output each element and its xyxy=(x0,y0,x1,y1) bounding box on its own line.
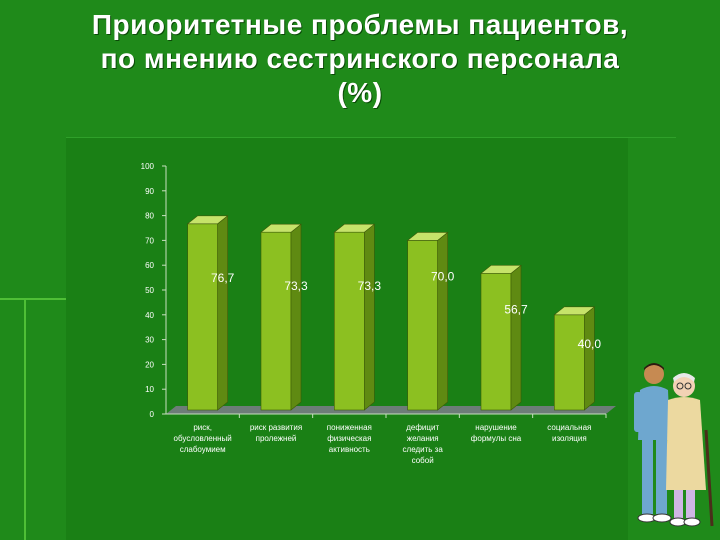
bar-top-2 xyxy=(333,223,376,233)
bar-0 xyxy=(187,223,218,411)
category-label-line: слабоумием xyxy=(180,445,226,454)
category-label-3: дефицит желания следить за собой xyxy=(403,423,444,465)
category-label-line: пролежней xyxy=(256,434,297,443)
bar-side-3 xyxy=(437,231,448,411)
bar-2 xyxy=(334,231,365,411)
category-label-line: нарушение xyxy=(475,423,517,432)
bar-4 xyxy=(480,273,512,411)
slide-title: Приоритетные проблемы пациентов, по мнен… xyxy=(0,8,720,110)
bar-top-3 xyxy=(406,232,449,241)
bar-5 xyxy=(554,314,585,411)
bar-side-4 xyxy=(510,264,522,411)
y-tick-label: 100 xyxy=(141,162,155,171)
y-tick-label: 0 xyxy=(150,410,155,419)
decorative-line-top xyxy=(66,137,676,138)
category-label-line: изоляция xyxy=(552,434,587,443)
bar-top-5 xyxy=(553,306,596,316)
y-tick-label: 50 xyxy=(145,286,154,295)
category-label-1: риск развития пролежней xyxy=(250,423,302,443)
y-tick-label: 70 xyxy=(145,236,154,245)
category-label-line: дефицит xyxy=(406,423,439,432)
category-label-line: физическая xyxy=(327,434,371,443)
title-line-1: Приоритетные проблемы пациентов, xyxy=(91,9,629,40)
bar-side-1 xyxy=(290,223,302,411)
category-label-line: социальная xyxy=(547,423,591,432)
data-label-5: 40,0 xyxy=(578,337,602,351)
bar-3 xyxy=(407,240,438,411)
category-label-line: риск, xyxy=(193,423,212,432)
bar-1 xyxy=(260,231,292,411)
data-label-0: 76,7 xyxy=(211,271,235,285)
title-line-3: (%) xyxy=(337,77,383,108)
y-tick-label: 40 xyxy=(145,311,154,320)
bar-top-0 xyxy=(186,215,229,225)
chart-floor xyxy=(166,406,616,414)
category-label-line: желания xyxy=(407,434,439,443)
bar-top-1 xyxy=(260,223,302,233)
bar-top-4 xyxy=(480,265,522,274)
data-label-3: 70,0 xyxy=(431,269,455,283)
bar-side-0 xyxy=(217,215,228,411)
category-label-line: следить за xyxy=(403,445,444,454)
data-label-4: 56,7 xyxy=(504,302,528,316)
nurse-and-patient-illustration xyxy=(634,363,714,527)
y-tick-label: 80 xyxy=(145,212,154,221)
bar-chart: 0 10 20 30 40 50 60 70 80 90 100 76,7 риск, обусловле… xyxy=(141,162,616,465)
bar-side-2 xyxy=(364,223,375,411)
data-label-1: 73,3 xyxy=(284,279,308,293)
category-label-line: формулы сна xyxy=(471,434,522,443)
title-line-2: по мнению сестринского персонала xyxy=(100,43,620,74)
data-label-2: 73,3 xyxy=(358,279,382,293)
y-tick-label: 60 xyxy=(145,261,154,270)
category-label-line: пониженная xyxy=(327,423,372,432)
category-label-line: собой xyxy=(412,456,434,465)
y-tick-label: 90 xyxy=(145,187,154,196)
y-tick-label: 10 xyxy=(145,385,154,394)
category-label-line: обусловленный xyxy=(174,434,232,443)
category-label-2: пониженная физическая активность xyxy=(327,423,372,454)
chart-panel: 0 10 20 30 40 50 60 70 80 90 100 76,7 риск, обусловле… xyxy=(66,138,628,540)
y-tick-label: 20 xyxy=(145,360,154,369)
category-label-4: нарушение формулы сна xyxy=(471,423,522,443)
bar-side-5 xyxy=(584,306,595,411)
category-label-5: социальная изоляция xyxy=(547,423,591,443)
category-label-0: риск, обусловленный слабоумием xyxy=(174,423,232,454)
category-label-line: активность xyxy=(329,445,370,454)
y-tick-label: 30 xyxy=(145,336,154,345)
category-label-line: риск развития xyxy=(250,423,302,432)
decorative-line-vertical xyxy=(24,298,26,540)
